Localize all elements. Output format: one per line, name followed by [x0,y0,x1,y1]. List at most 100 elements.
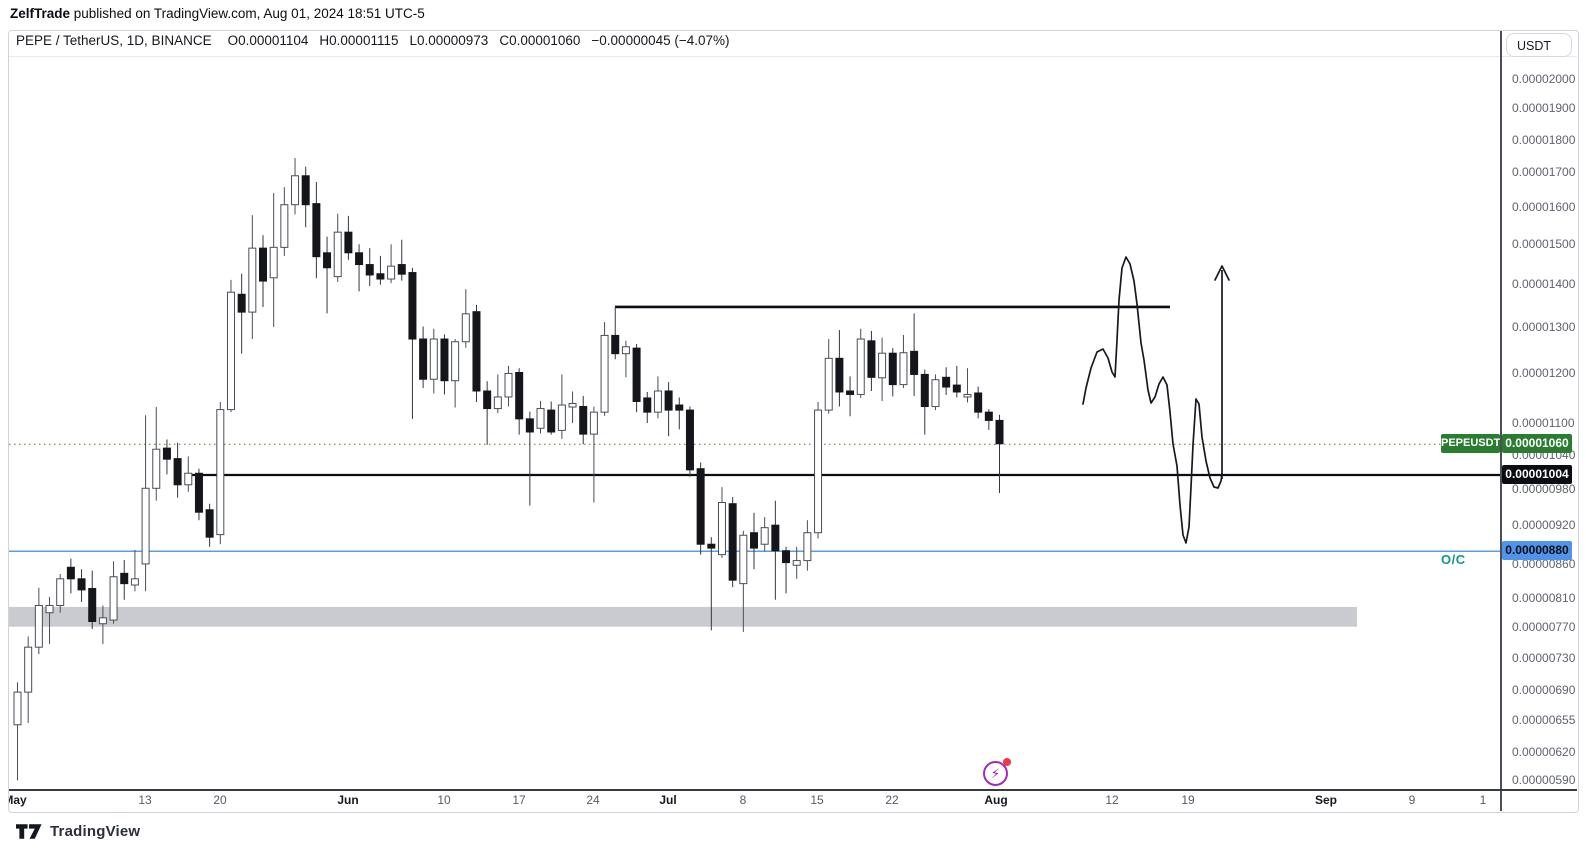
price-tick: 0.00001100 [1512,415,1575,430]
candle-body [782,550,791,564]
candle [952,365,961,398]
candle-body [536,408,545,429]
time-tick: Jul [659,793,677,807]
candle-body [152,448,161,489]
candle [974,386,983,419]
candle [728,497,737,588]
candle-body [280,204,289,248]
candle [867,330,876,391]
candle-body [984,411,993,421]
currency-unit-button[interactable]: USDT [1506,33,1572,57]
candle [493,374,502,414]
time-tick: 12 [1105,793,1119,807]
support-price-label: 0.00001004 [1502,465,1572,485]
candle-body [974,392,983,413]
candle [515,368,524,435]
candle-body [184,472,193,486]
candle-body [856,338,865,395]
candle [323,236,332,314]
candlestick-chart[interactable] [9,56,1500,789]
candle [141,415,150,592]
candle-body [173,458,182,486]
price-tick: 0.00002000 [1512,72,1576,86]
candle [184,456,193,492]
candle [685,406,694,477]
price-axis-border [1500,31,1502,811]
price-tick: 0.00000730 [1512,651,1576,666]
candle [408,267,417,419]
candle-body [365,264,374,276]
tv-logo-icon [16,823,42,839]
candle [771,500,780,600]
candle [856,328,865,398]
time-tick: 13 [138,793,152,807]
candle [237,273,246,354]
header-divider [9,56,1577,57]
candle [45,596,54,645]
candle-body [888,352,897,386]
candle-body [803,532,812,562]
candle [611,306,620,360]
time-tick: 9 [1408,793,1416,807]
candle-body [461,313,470,343]
candle [942,367,951,395]
candle-body [760,527,769,545]
candle [707,537,716,631]
time-tick: 24 [586,793,600,807]
candle [739,530,748,632]
candle [226,279,235,413]
time-tick: 1 [1479,793,1487,807]
price-axis[interactable]: 0.00002000 0.00001900 0.00001800 0.00001700… [1502,30,1578,811]
candle-body [269,246,278,279]
candle-body [557,404,566,431]
ohlc-open: O0.00001104 [227,33,309,48]
candle-body [952,384,961,393]
candle-body [483,390,492,410]
candle-body [291,175,300,206]
candle [280,187,289,256]
candle [782,546,791,594]
time-tick: 20 [213,793,227,807]
time-axis[interactable]: May 13 20 Jun 10 17 24 Jul 8 15 22 Aug 12 19 Sep 9 1 [9,791,1500,811]
candle [557,374,566,439]
candle-body [355,252,364,266]
supply-zone[interactable] [9,606,1357,627]
candle [162,439,171,475]
candle-body [696,468,705,545]
candle-body [333,231,342,278]
candle [312,181,321,279]
candle [461,289,470,348]
candle [109,561,118,624]
price-tick: 0.00000860 [1512,556,1576,571]
candle [525,411,534,506]
candle-body [205,509,214,538]
candle-body [867,340,876,378]
candle [451,339,460,408]
projection-drawing[interactable] [1082,256,1223,544]
candle [376,255,385,285]
price-tick: 0.00001400 [1512,276,1576,291]
candle [259,235,268,307]
candle-body [547,409,556,433]
candle-body [504,372,513,398]
candle-body [141,487,150,565]
price-tick: 0.00000620 [1512,744,1576,759]
candle [536,400,545,434]
boost-badge[interactable]: ⚡ [983,758,1011,787]
tradingview-logo[interactable]: TradingView [16,823,140,840]
ohlc-change: −0.00000045 (−4.07%) [591,33,730,48]
candle-body [237,293,246,313]
oc-label[interactable]: O/C [1441,552,1466,567]
candle-body [162,447,171,460]
candle-body [397,264,406,275]
candle [483,381,492,445]
price-tick: 0.00000770 [1512,620,1576,635]
candle-body [301,175,310,206]
candle [355,244,364,292]
candle [931,374,940,411]
candle [621,340,630,378]
candle [24,636,33,724]
candle [984,409,993,430]
attribution-line: ZelfTrade published on TradingView.com, … [10,6,425,21]
